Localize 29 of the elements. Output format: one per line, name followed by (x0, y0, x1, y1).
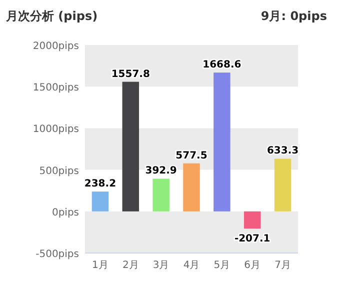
data-label: -207.1 (234, 234, 270, 245)
bar (244, 211, 261, 229)
y-tick-label: 1000pips (32, 124, 79, 136)
y-tick-label: 1500pips (32, 82, 79, 94)
bar (92, 192, 109, 212)
bar (274, 158, 292, 212)
x-tick-label: 2月 (122, 260, 139, 271)
data-label: 1557.8 (111, 68, 150, 80)
bar (183, 163, 200, 212)
y-tick-label: 0pips (52, 207, 79, 218)
x-tick-label: 3月 (152, 260, 170, 271)
x-tick-label: 5月 (214, 260, 230, 271)
data-label: 392.9 (145, 166, 177, 177)
data-label: 238.2 (84, 178, 116, 190)
x-tick-label: 4月 (183, 260, 200, 271)
chart-title: 月次分析 (pips) (5, 9, 98, 23)
bar (122, 82, 140, 212)
y-tick-label: 500pips (39, 166, 79, 177)
x-tick-label: 7月 (274, 260, 291, 271)
data-label: 1668.6 (202, 60, 242, 71)
chart-subtitle: 9月: 0pips (260, 9, 327, 23)
bar (152, 178, 170, 212)
y-tick-label: -500pips (36, 249, 79, 260)
data-label: 577.5 (176, 150, 208, 162)
bar (214, 72, 230, 212)
y-tick-label: 2000pips (32, 41, 79, 52)
data-label: 633.3 (266, 146, 299, 157)
x-tick-label: 6月 (244, 260, 261, 271)
x-tick-label: 1月 (92, 260, 108, 271)
